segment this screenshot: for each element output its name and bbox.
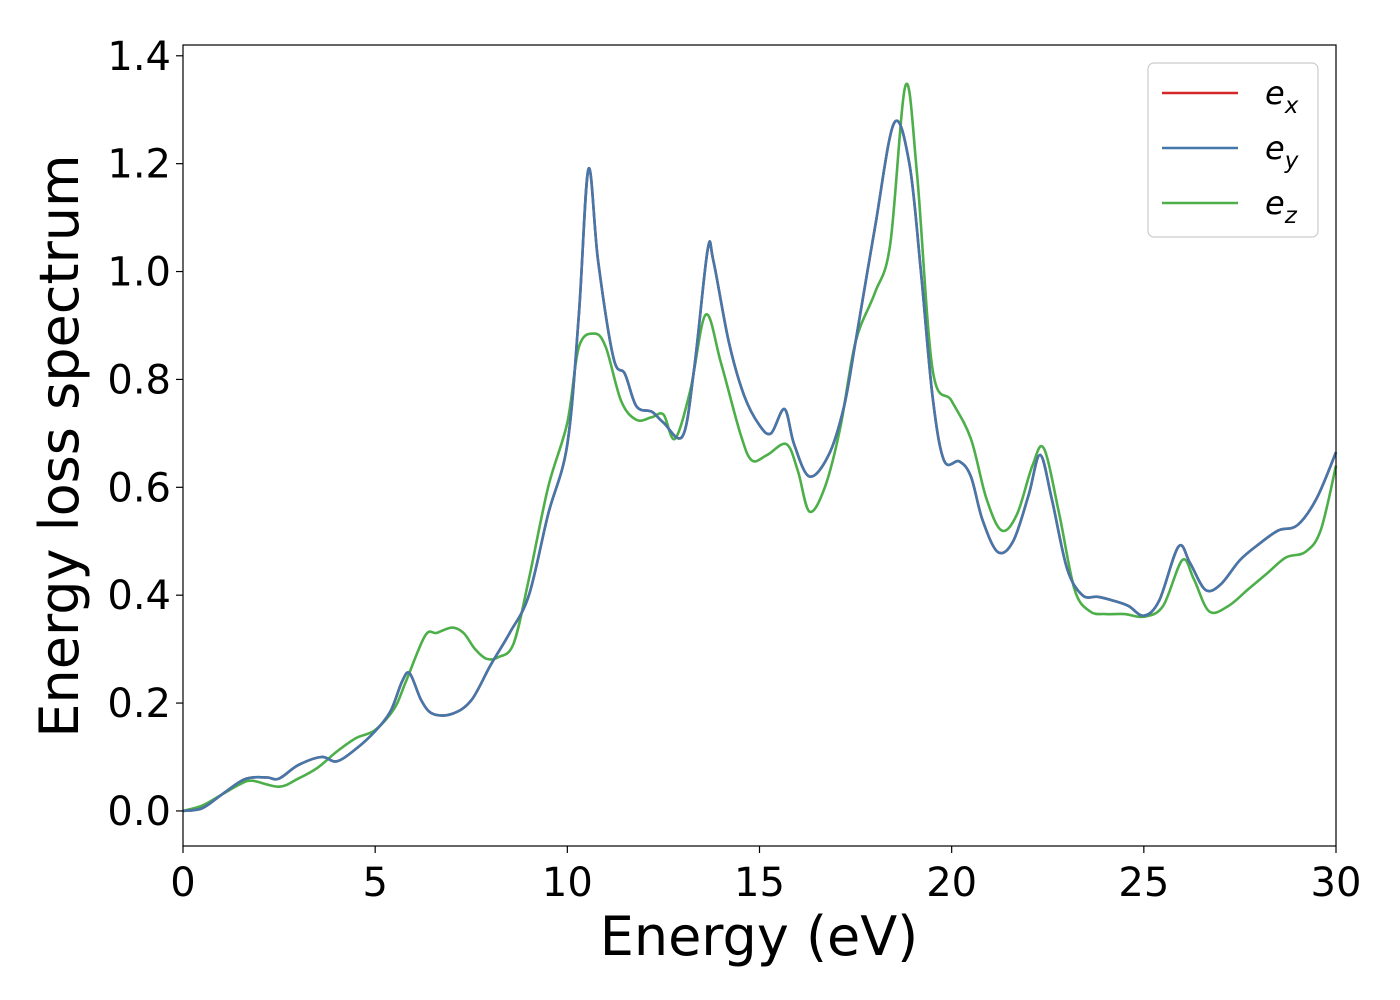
legend: ex ey ez bbox=[1147, 62, 1319, 238]
y-tick-label: 1.4 bbox=[107, 34, 171, 80]
legend-label: ey bbox=[1265, 129, 1299, 174]
y-axis-title: Energy loss spectrum bbox=[28, 154, 91, 737]
y-tick-label: 1.0 bbox=[107, 250, 171, 296]
x-tick-label: 10 bbox=[542, 860, 593, 906]
y-tick-label: 1.2 bbox=[107, 142, 171, 188]
legend-label: ex bbox=[1265, 74, 1299, 119]
y-tick-label: 0.2 bbox=[107, 681, 171, 727]
x-tick-label: 15 bbox=[734, 860, 785, 906]
x-tick-label: 25 bbox=[1118, 860, 1169, 906]
series-line-e-y bbox=[182, 119, 1338, 813]
series-line-e-z bbox=[182, 82, 1338, 813]
x-tick-label: 30 bbox=[1311, 860, 1362, 906]
y-tick-label: 0.6 bbox=[107, 465, 171, 511]
series-layer bbox=[182, 82, 1338, 813]
legend-label: ez bbox=[1265, 184, 1298, 229]
x-axis-title: Energy (eV) bbox=[600, 905, 919, 968]
x-tick-label: 5 bbox=[362, 860, 387, 906]
y-tick-label: 0.4 bbox=[107, 573, 171, 619]
legend-box bbox=[1147, 62, 1319, 238]
x-axis: 0 5 10 15 20 25 30 bbox=[170, 846, 1361, 906]
y-tick-label: 0.8 bbox=[107, 357, 171, 403]
y-axis: 0.0 0.2 0.4 0.6 0.8 1.0 1.2 1.4 bbox=[107, 34, 183, 835]
y-tick-label: 0.0 bbox=[107, 789, 171, 835]
x-tick-label: 20 bbox=[926, 860, 977, 906]
x-tick-label: 0 bbox=[170, 860, 195, 906]
